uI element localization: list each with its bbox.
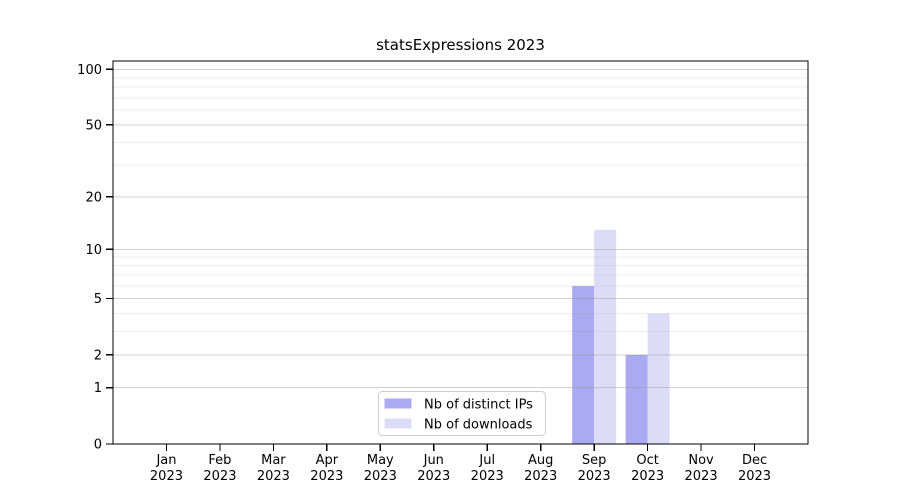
y-tick-label-1: 1 (94, 381, 102, 396)
bar-oct-nb-of-distinct-ips (625, 354, 648, 444)
x-tick-label-sep: Sep (582, 453, 607, 468)
x-tick-year-sep: 2023 (578, 469, 611, 484)
x-tick-year-jun: 2023 (417, 469, 450, 484)
bar-sep-nb-of-distinct-ips (572, 286, 595, 444)
x-tick-year-may: 2023 (364, 469, 397, 484)
x-tick-label-dec: Dec (742, 453, 767, 468)
x-tick-label-apr: Apr (316, 453, 339, 468)
legend-swatch-nb-of-distinct-ips (384, 398, 412, 409)
chart-title: statsExpressions 2023 (376, 36, 545, 54)
legend-box (378, 391, 546, 436)
x-tick-label-aug: Aug (528, 453, 553, 468)
legend-label-nb-of-downloads: Nb of downloads (424, 418, 533, 433)
x-tick-label-may: May (367, 453, 394, 468)
y-tick-label-20: 20 (85, 190, 102, 205)
x-tick-year-jan: 2023 (150, 469, 183, 484)
y-tick-label-10: 10 (85, 243, 102, 258)
bar-sep-nb-of-downloads (594, 229, 617, 444)
x-tick-year-mar: 2023 (257, 469, 290, 484)
y-tick-label-0: 0 (94, 438, 102, 453)
x-tick-year-apr: 2023 (310, 469, 343, 484)
x-tick-year-oct: 2023 (631, 469, 664, 484)
x-tick-label-mar: Mar (261, 453, 286, 468)
plot-border (112, 60, 809, 445)
x-tick-year-aug: 2023 (524, 469, 557, 484)
bar-oct-nb-of-downloads (647, 313, 670, 444)
y-tick-label-5: 5 (94, 292, 102, 307)
x-tick-year-jul: 2023 (471, 469, 504, 484)
y-tick-label-2: 2 (94, 348, 102, 363)
x-tick-year-dec: 2023 (738, 469, 771, 484)
legend-label-nb-of-distinct-ips: Nb of distinct IPs (424, 398, 533, 413)
x-tick-year-feb: 2023 (203, 469, 236, 484)
x-tick-label-jul: Jul (478, 453, 495, 468)
y-tick-label-100: 100 (77, 63, 102, 78)
legend-swatch-nb-of-downloads (384, 418, 412, 429)
x-tick-label-feb: Feb (208, 453, 231, 468)
x-tick-year-nov: 2023 (685, 469, 718, 484)
x-tick-label-jun: Jun (423, 453, 444, 468)
legend: Nb of distinct IPs Nb of downloads (378, 391, 546, 436)
y-tick-label-50: 50 (85, 118, 102, 133)
x-tick-label-oct: Oct (636, 453, 658, 468)
x-tick-label-jan: Jan (155, 453, 176, 468)
x-tick-label-nov: Nov (688, 453, 714, 468)
